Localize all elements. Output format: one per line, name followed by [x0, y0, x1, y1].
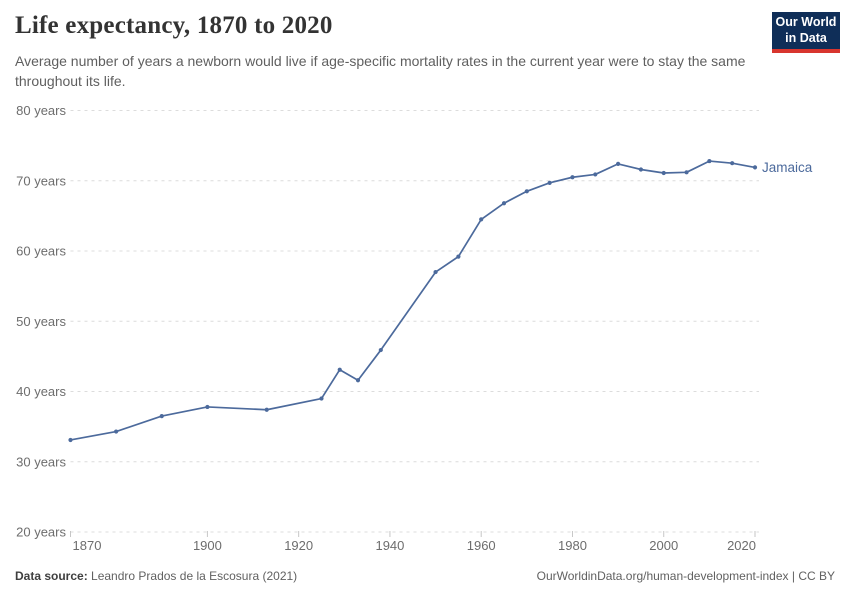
- data-point[interactable]: [661, 170, 666, 176]
- owid-logo-line2: in Data: [785, 30, 827, 45]
- data-point[interactable]: [264, 407, 269, 412]
- x-tick-label: 1870: [73, 538, 102, 553]
- x-tick-label: 1980: [558, 538, 587, 553]
- page-title: Life expectancy, 1870 to 2020: [15, 12, 333, 39]
- data-point[interactable]: [337, 367, 342, 372]
- data-point[interactable]: [547, 180, 552, 185]
- owid-logo-line1: Our World: [775, 14, 837, 29]
- x-tick-label: 1920: [284, 538, 313, 553]
- data-point[interactable]: [68, 437, 73, 443]
- chart-subtitle: Average number of years a newborn would …: [15, 53, 746, 90]
- data-point[interactable]: [456, 254, 461, 259]
- chart-footer: Data source: Leandro Prados de la Escosu…: [15, 569, 835, 583]
- data-point[interactable]: [707, 158, 712, 164]
- data-point[interactable]: [479, 217, 484, 222]
- data-point[interactable]: [730, 161, 735, 166]
- data-point[interactable]: [684, 170, 689, 175]
- data-point[interactable]: [593, 172, 598, 177]
- x-tick-label: 1960: [467, 538, 496, 553]
- y-tick-label: 20 years: [16, 525, 66, 540]
- data-point[interactable]: [524, 189, 529, 194]
- y-tick-label: 70 years: [16, 173, 66, 188]
- x-tick-label: 1940: [375, 538, 404, 553]
- data-source: Data source: Leandro Prados de la Escosu…: [15, 569, 297, 583]
- series-line[interactable]: [70, 160, 756, 441]
- data-point[interactable]: [378, 347, 383, 353]
- data-point[interactable]: [616, 161, 621, 166]
- data-point[interactable]: [501, 201, 507, 206]
- owid-logo-stripe: [772, 49, 840, 53]
- y-tick-label: 30 years: [16, 454, 66, 469]
- data-point[interactable]: [433, 269, 438, 275]
- data-point[interactable]: [355, 378, 361, 383]
- x-tick-label: 2020: [727, 538, 756, 553]
- data-point[interactable]: [570, 175, 575, 180]
- y-tick-label: 40 years: [16, 384, 66, 399]
- footer-link[interactable]: OurWorldinData.org/human-development-ind…: [536, 569, 835, 583]
- y-tick-label: 60 years: [16, 244, 66, 259]
- data-source-value: Leandro Prados de la Escosura (2021): [87, 569, 298, 583]
- x-tick-label: 2000: [649, 538, 678, 553]
- data-point[interactable]: [205, 404, 210, 410]
- data-point[interactable]: [752, 165, 758, 170]
- data-source-label: Data source:: [15, 569, 88, 583]
- data-point[interactable]: [638, 167, 644, 172]
- data-point[interactable]: [114, 429, 119, 434]
- x-tick-label: 1900: [193, 538, 222, 553]
- series-label[interactable]: Jamaica: [762, 160, 813, 175]
- data-point[interactable]: [319, 396, 324, 401]
- y-tick-label: 80 years: [16, 103, 66, 118]
- data-point[interactable]: [159, 413, 164, 419]
- owid-logo[interactable]: Our World in Data: [772, 12, 840, 53]
- y-tick-label: 50 years: [16, 314, 66, 329]
